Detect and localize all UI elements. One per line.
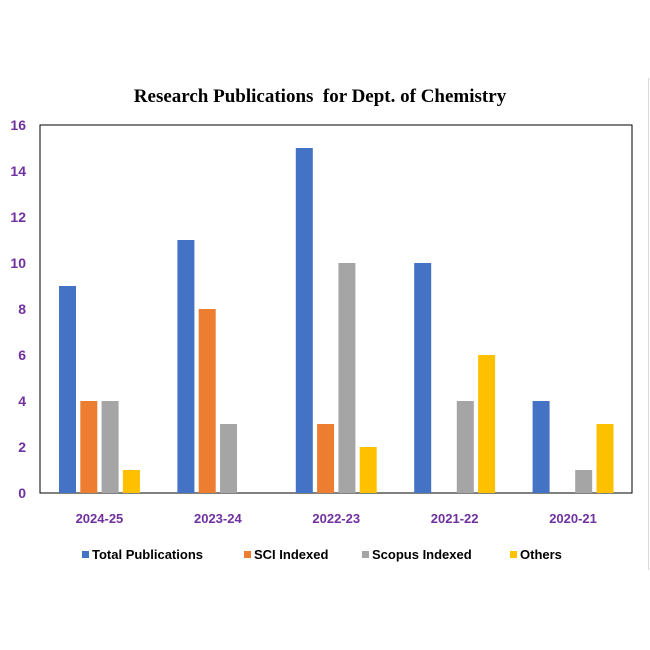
bar-scopus-indexed — [575, 470, 593, 493]
bar-total-publications — [177, 240, 195, 493]
bar-total-publications — [295, 148, 313, 493]
y-tick-label: 14 — [10, 163, 26, 179]
bars-group — [59, 148, 614, 493]
y-axis-ticks: 0 2 4 6 8 10 12 14 16 — [10, 117, 26, 501]
bar-total-publications — [532, 401, 550, 493]
y-tick-label: 6 — [18, 347, 26, 363]
legend-label: Scopus Indexed — [372, 547, 472, 562]
bar-total-publications — [414, 263, 432, 493]
bar-sci-indexed — [198, 309, 216, 493]
bar-sci-indexed — [80, 401, 98, 493]
bar-others — [478, 355, 496, 493]
bar-others — [359, 447, 377, 493]
x-tick-label: 2021-22 — [431, 511, 479, 526]
y-tick-label: 4 — [18, 393, 26, 409]
legend-label: Others — [520, 547, 562, 562]
plot-area-border — [39, 124, 633, 494]
x-tick-label: 2022-23 — [312, 511, 360, 526]
x-tick-label: 2020-21 — [549, 511, 597, 526]
y-tick-label: 8 — [18, 301, 26, 317]
legend-swatch — [362, 551, 369, 558]
bar-scopus-indexed — [456, 401, 474, 493]
bar-scopus-indexed — [338, 263, 356, 493]
bar-scopus-indexed — [101, 401, 119, 493]
legend-label: SCI Indexed — [254, 547, 328, 562]
y-tick-label: 16 — [10, 117, 26, 133]
y-tick-label: 10 — [10, 255, 26, 271]
x-tick-label: 2024-25 — [76, 511, 124, 526]
legend-swatch — [510, 551, 517, 558]
bar-scopus-indexed — [220, 424, 237, 493]
bar-sci-indexed — [317, 424, 335, 493]
bar-others — [122, 470, 140, 493]
x-tick-label: 2023-24 — [194, 511, 242, 526]
legend-swatch — [82, 551, 89, 558]
chart-title: Research Publications for Dept. of Chemi… — [134, 86, 507, 107]
y-tick-label: 12 — [10, 209, 26, 225]
legend: Total Publications SCI Indexed Scopus Inde… — [82, 547, 562, 562]
bar-others — [596, 424, 614, 493]
y-tick-label: 2 — [18, 439, 26, 455]
bar-total-publications — [59, 286, 76, 493]
y-tick-label: 0 — [18, 485, 26, 501]
x-axis-ticks: 2024-25 2023-24 2022-23 2021-22 2020-21 — [76, 511, 597, 526]
legend-label: Total Publications — [92, 547, 203, 562]
legend-swatch — [244, 551, 251, 558]
